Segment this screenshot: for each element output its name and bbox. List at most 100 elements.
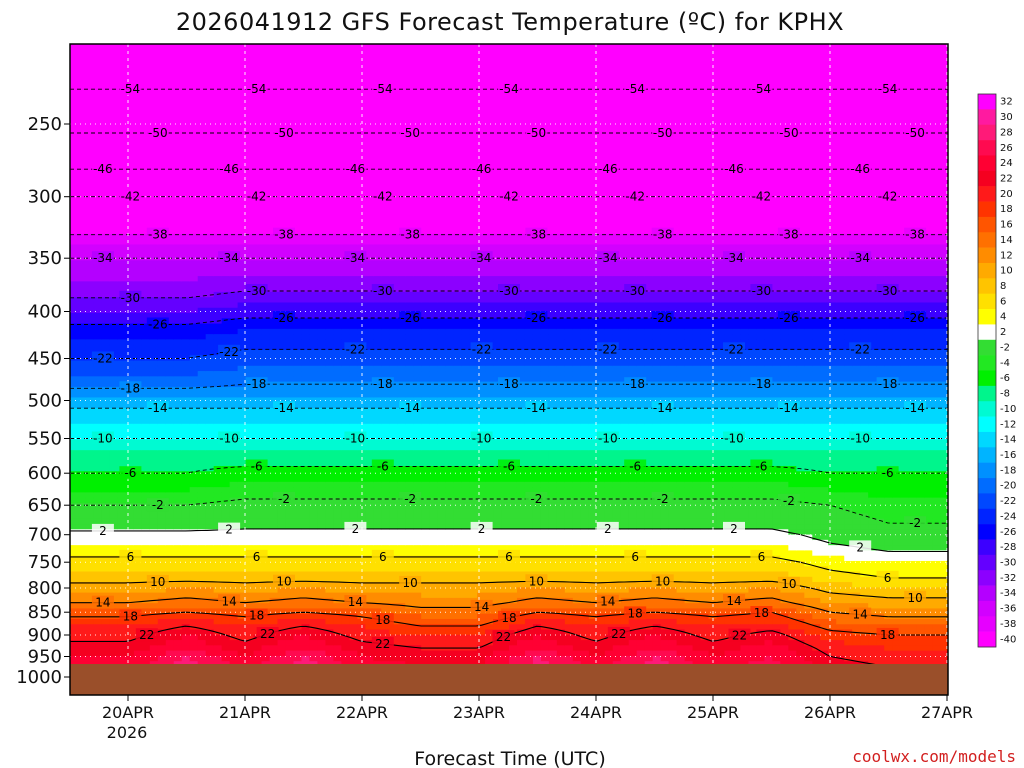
temperature-cell	[381, 207, 390, 214]
temperature-cell	[133, 518, 143, 525]
temperature-cell	[70, 286, 79, 293]
temperature-cell	[381, 186, 390, 193]
temperature-cell	[101, 75, 111, 82]
temperature-cell	[373, 334, 382, 340]
temperature-cell	[357, 107, 366, 114]
temperature-cell	[85, 302, 95, 309]
temperature-cell	[261, 434, 271, 441]
temperature-cell	[397, 70, 406, 77]
temperature-cell	[397, 54, 406, 61]
temperature-cell	[229, 640, 239, 646]
temperature-cell	[197, 529, 207, 536]
temperature-cell	[117, 566, 127, 573]
temperature-cell	[365, 286, 374, 293]
temperature-cell	[133, 365, 143, 372]
temperature-cell	[317, 334, 327, 340]
temperature-cell	[341, 328, 350, 335]
temperature-cell	[157, 102, 167, 108]
temperature-cell	[173, 613, 183, 620]
temperature-cell	[181, 487, 191, 493]
temperature-cell	[181, 181, 191, 188]
temperature-cell	[181, 144, 191, 151]
temperature-cell	[157, 170, 167, 177]
temperature-cell	[141, 218, 151, 224]
temperature-cell	[77, 228, 87, 235]
temperature-cell	[70, 429, 79, 435]
temperature-cell	[365, 297, 374, 304]
temperature-cell	[349, 444, 358, 451]
temperature-cell	[269, 550, 279, 557]
temperature-cell	[229, 571, 239, 578]
temperature-cell	[109, 476, 119, 483]
temperature-cell	[293, 244, 303, 251]
temperature-cell	[93, 138, 103, 145]
temperature-cell	[349, 608, 358, 615]
temperature-cell	[325, 550, 334, 557]
temperature-cell	[357, 191, 366, 198]
temperature-cell	[141, 96, 151, 103]
temperature-cell	[381, 423, 390, 430]
temperature-cell	[197, 502, 207, 509]
temperature-cell	[253, 481, 263, 488]
temperature-cell	[125, 349, 135, 356]
temperature-cell	[133, 402, 143, 409]
temperature-cell	[85, 524, 95, 530]
temperature-cell	[101, 455, 111, 462]
temperature-cell	[341, 323, 350, 330]
temperature-cell	[165, 149, 175, 156]
temperature-cell	[221, 91, 231, 98]
temperature-cell	[197, 439, 207, 446]
temperature-cell	[133, 560, 143, 567]
temperature-cell	[317, 466, 327, 472]
temperature-cell	[109, 107, 119, 114]
temperature-cell	[213, 207, 223, 214]
temperature-cell	[85, 555, 95, 562]
temperature-cell	[189, 260, 199, 267]
temperature-cell	[189, 123, 199, 129]
temperature-cell	[181, 429, 191, 435]
temperature-cell	[293, 386, 303, 393]
temperature-cell	[277, 434, 287, 441]
temperature-cell	[133, 286, 143, 293]
temperature-cell	[221, 54, 231, 61]
temperature-cell	[277, 281, 287, 288]
temperature-cell	[165, 344, 175, 351]
temperature-cell	[133, 233, 143, 240]
temperature-cell	[181, 313, 191, 319]
temperature-cell	[389, 175, 398, 182]
temperature-cell	[301, 634, 311, 641]
temperature-cell	[325, 592, 334, 599]
temperature-cell	[157, 492, 167, 499]
temperature-cell	[333, 407, 342, 414]
temperature-cell	[141, 270, 151, 277]
temperature-cell	[277, 624, 287, 631]
temperature-cell	[309, 154, 319, 161]
temperature-cell	[141, 260, 151, 267]
temperature-cell	[349, 407, 358, 414]
temperature-cell	[365, 455, 374, 462]
temperature-cell	[70, 592, 79, 599]
temperature-cell	[133, 413, 143, 420]
temperature-cell	[333, 70, 342, 77]
temperature-cell	[245, 508, 255, 515]
temperature-cell	[245, 44, 255, 50]
temperature-cell	[381, 339, 390, 346]
temperature-cell	[181, 471, 191, 478]
temperature-cell	[85, 650, 95, 657]
temperature-cell	[277, 202, 287, 209]
temperature-cell	[373, 360, 382, 367]
temperature-cell	[165, 160, 175, 166]
temperature-cell	[365, 466, 374, 472]
temperature-cell	[85, 629, 95, 636]
temperature-cell	[70, 65, 79, 71]
temperature-cell	[117, 165, 127, 172]
temperature-cell	[293, 608, 303, 615]
temperature-cell	[117, 502, 127, 509]
temperature-cell	[245, 323, 255, 330]
temperature-cell	[141, 608, 151, 615]
temperature-cell	[341, 413, 350, 420]
temperature-cell	[157, 54, 167, 61]
temperature-cell	[157, 313, 167, 319]
temperature-cell	[213, 202, 223, 209]
temperature-cell	[325, 191, 334, 198]
